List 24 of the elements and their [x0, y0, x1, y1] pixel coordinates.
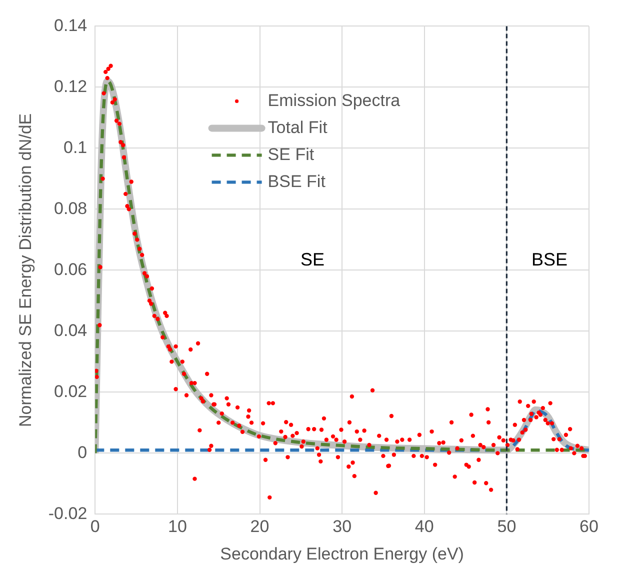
legend-label: SE Fit [268, 144, 314, 164]
x-tick-label: 40 [414, 517, 434, 536]
y-tick-label: 0 [78, 442, 88, 462]
x-tick-label: 20 [250, 517, 270, 536]
y-tick-label: 0.04 [54, 320, 88, 340]
x-tick-label: 60 [580, 517, 598, 536]
y-tick-label: 0.02 [54, 382, 88, 401]
annotation: BSE [531, 249, 568, 270]
x-tick-label: 50 [497, 517, 516, 536]
y-tick-label: 0.14 [54, 16, 88, 35]
legend-label: Total Fit [268, 118, 328, 137]
annotation: SE [300, 249, 324, 270]
legend-label: Emission Spectra [268, 90, 401, 110]
y-axis-title: Normalized SE Energy Distribution dN/dE [16, 113, 35, 428]
y-tick-label: 0.08 [54, 198, 88, 218]
x-tick-label: 10 [168, 517, 187, 536]
y-tick-label: 0.12 [54, 76, 88, 96]
x-tick-label: 0 [90, 517, 100, 536]
y-tick-label: -0.02 [48, 504, 88, 523]
y-tick-label: 0.1 [64, 138, 88, 157]
y-tick-label: 0.06 [54, 260, 88, 279]
legend-label: BSE Fit [268, 172, 326, 191]
x-axis-title: Secondary Electron Energy (eV) [220, 544, 464, 564]
x-tick-label: 30 [332, 517, 352, 536]
